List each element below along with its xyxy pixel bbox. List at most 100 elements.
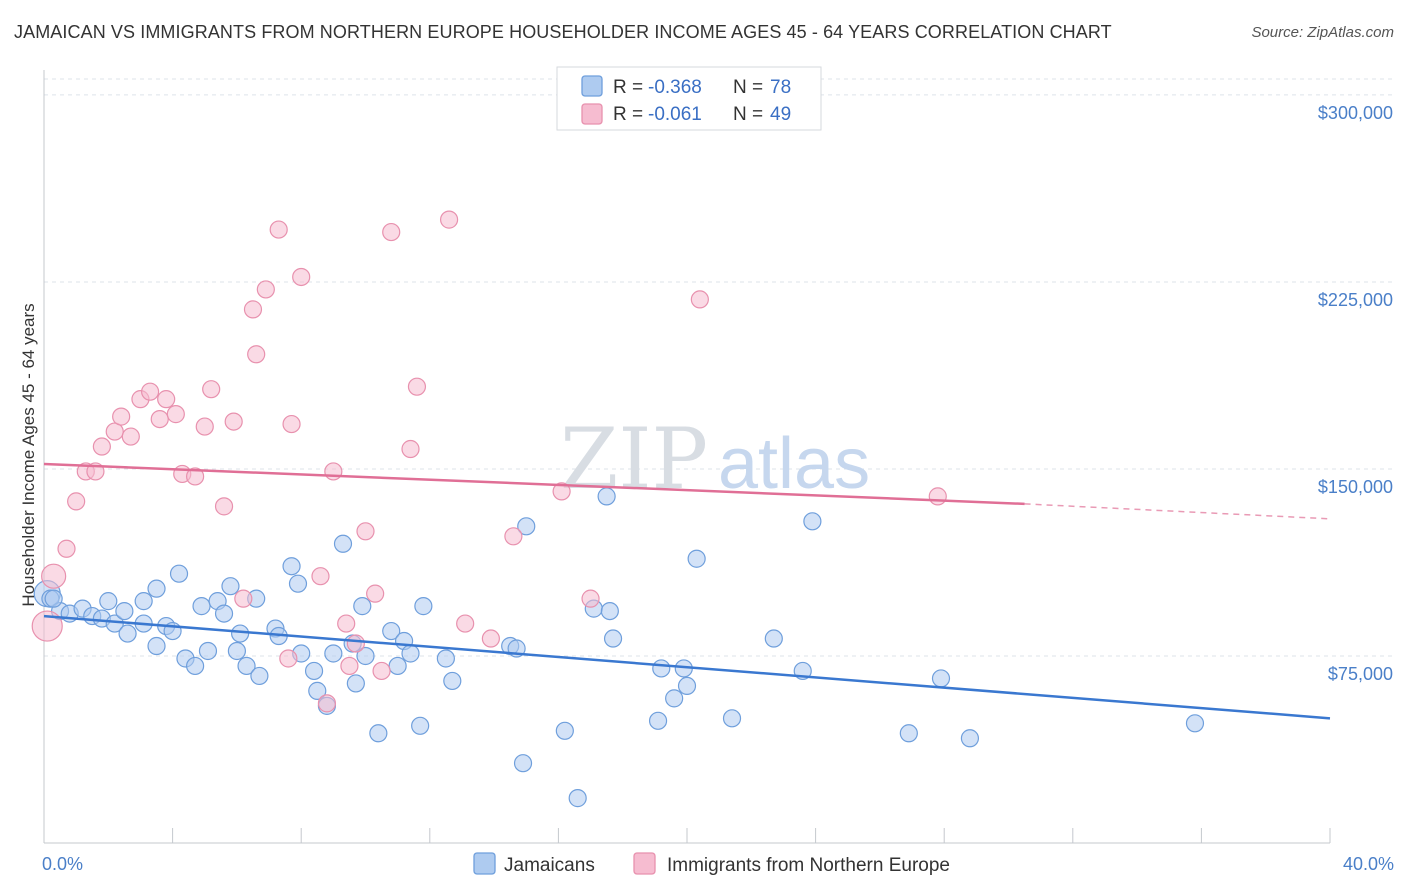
axes (43, 70, 1331, 844)
northern-europe-trend-extension (1024, 503, 1331, 520)
jamaicans-point-41 (346, 674, 365, 693)
northern-europe-point-47 (690, 290, 709, 309)
northern-europe-trend-line (43, 462, 1025, 506)
northern-europe-point-13 (157, 390, 176, 409)
northern-europe-point-12 (150, 409, 169, 429)
jamaicans-point-10 (118, 624, 137, 643)
jamaicans-point-14 (147, 579, 166, 598)
northern-europe-point-28 (292, 267, 311, 287)
northern-europe-point-21 (234, 589, 253, 608)
northern-europe-point-45 (552, 482, 571, 501)
gridlines (44, 78, 1394, 657)
series-legend-jamaicans: Jamaicans (504, 855, 595, 876)
legend-swatch-pink (581, 103, 603, 125)
jamaicans-point-56 (517, 517, 536, 536)
y-tick-label-1: $150,000 (1318, 477, 1393, 497)
northern-europe-point-16 (186, 467, 205, 486)
series-legend-swatch-jamaicans (473, 852, 496, 875)
northern-europe-point-23 (247, 345, 266, 364)
jamaicans-point-11 (134, 592, 153, 611)
jamaicans-point-38 (324, 644, 343, 663)
legend-r-label-2: R = (613, 104, 643, 125)
jamaicans-point-67 (677, 676, 697, 696)
jamaicans-point-44 (369, 724, 388, 743)
jamaicans-point-58 (568, 789, 587, 808)
source-label: Source: ZipAtlas.com (1251, 24, 1394, 41)
northern-europe-point-18 (202, 380, 221, 399)
jamaicans-point-7 (99, 592, 118, 611)
jamaicans-point-39 (333, 534, 353, 553)
jamaicans-point-60 (597, 487, 616, 506)
jamaicans-point-33 (288, 574, 308, 593)
jamaicans-point-42 (353, 597, 372, 616)
northern-europe-point-24 (256, 280, 275, 299)
jamaicans-point-52 (443, 671, 462, 691)
northern-europe-point-44 (504, 527, 523, 546)
y-tick-label-3: $300,000 (1318, 103, 1393, 123)
northern-europe-point-9 (121, 427, 140, 446)
x-tick-right: 40.0% (1343, 854, 1394, 874)
northern-europe-point-32 (337, 614, 356, 633)
watermark: ZIP atlas (560, 410, 870, 508)
northern-europe-point-20 (224, 412, 243, 431)
legend-r-value-2: -0.061 (648, 104, 702, 125)
series-legend: Jamaicans Immigrants from Northern Europ… (473, 852, 950, 876)
jamaicans-point-64 (652, 659, 671, 678)
legend-r-label-1: R = (613, 77, 643, 98)
northern-europe-point-25 (269, 220, 288, 239)
jamaicans-point-21 (198, 641, 218, 661)
jamaicans-point-62 (603, 629, 623, 648)
jamaicans-point-13 (147, 636, 166, 656)
jamaicans-point-36 (308, 681, 327, 700)
jamaicans-point-65 (665, 689, 684, 708)
jamaicans-point-72 (803, 512, 822, 531)
jamaicans-point-70 (764, 629, 783, 648)
series-legend-swatch-northern-europe (633, 852, 656, 875)
jamaicans-point-35 (304, 661, 324, 681)
northern-europe-point-27 (282, 414, 301, 434)
series-legend-northern-europe: Immigrants from Northern Europe (667, 855, 950, 876)
jamaicans-point-77 (44, 589, 63, 608)
northern-europe-point-26 (279, 649, 298, 668)
jamaicans-point-69 (722, 709, 742, 728)
y-tick-labels: $75,000 $150,000 $225,000 $300,000 (1318, 103, 1393, 684)
jamaicans-point-43 (356, 646, 375, 666)
jamaicans-point-20 (192, 597, 211, 616)
legend-n-value-2: 49 (770, 104, 791, 125)
chart-title: JAMAICAN VS IMMIGRANTS FROM NORTHERN EUR… (14, 22, 1112, 42)
northern-europe-point-30 (317, 694, 337, 713)
northern-europe-point-0 (31, 610, 63, 642)
jamaicans-point-23 (214, 604, 234, 623)
northern-europe-point-46 (581, 589, 600, 608)
jamaicans-trend-line (43, 614, 1331, 720)
legend-swatch-blue (581, 75, 603, 97)
northern-europe-point-19 (214, 497, 234, 516)
trend-lines (43, 462, 1331, 720)
watermark-zip: ZIP (560, 410, 708, 508)
northern-europe-point-11 (140, 382, 160, 401)
jamaicans-point-32 (282, 557, 301, 576)
jamaicans-point-24 (221, 577, 240, 596)
legend-r-value-1: -0.368 (648, 77, 702, 98)
jamaicans-point-17 (169, 564, 189, 583)
northern-europe-point-1 (41, 563, 67, 589)
x-tick-left: 0.0% (42, 854, 83, 874)
jamaicans-point-27 (237, 656, 256, 676)
northern-europe-point-39 (401, 439, 420, 459)
y-axis-label: Householder Income Ages 45 - 64 years (19, 303, 38, 606)
jamaicans-point-45 (382, 621, 401, 641)
northern-europe-point-42 (456, 614, 475, 633)
legend-n-value-1: 78 (770, 77, 791, 98)
jamaicans-point-73 (899, 724, 918, 743)
data-points (31, 210, 1205, 808)
jamaicans-point-26 (231, 624, 250, 643)
northern-europe-point-31 (324, 462, 343, 481)
northern-europe-point-41 (439, 210, 459, 229)
northern-europe-point-29 (311, 567, 330, 586)
y-tick-label-2: $225,000 (1318, 290, 1393, 310)
jamaicans-point-48 (401, 644, 420, 663)
northern-europe-point-36 (366, 584, 385, 603)
northern-europe-point-6 (92, 437, 111, 456)
northern-europe-point-17 (195, 417, 214, 436)
